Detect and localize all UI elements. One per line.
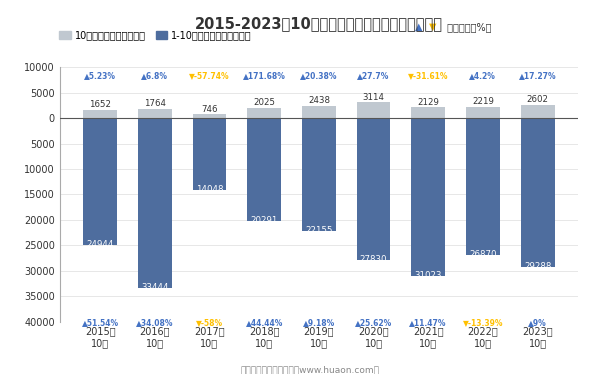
Bar bbox=[83, 110, 117, 118]
Text: 22155: 22155 bbox=[305, 226, 333, 235]
Text: ▲6.8%: ▲6.8% bbox=[141, 71, 168, 80]
Bar bbox=[466, 118, 500, 255]
Text: 2025: 2025 bbox=[253, 98, 275, 107]
Text: ▲44.44%: ▲44.44% bbox=[246, 318, 283, 327]
Text: 33444: 33444 bbox=[141, 283, 169, 292]
Text: ▼-58%: ▼-58% bbox=[196, 318, 223, 327]
Bar bbox=[83, 118, 117, 245]
Text: 2219: 2219 bbox=[472, 97, 494, 106]
Text: 2129: 2129 bbox=[417, 98, 439, 107]
Bar bbox=[356, 102, 390, 118]
Text: 27830: 27830 bbox=[360, 255, 387, 264]
Text: ▼-13.39%: ▼-13.39% bbox=[462, 318, 503, 327]
Text: 1652: 1652 bbox=[89, 100, 111, 109]
Text: 20291: 20291 bbox=[250, 216, 278, 225]
Text: 31023: 31023 bbox=[414, 271, 442, 280]
Bar bbox=[411, 118, 445, 276]
Text: ▲9.18%: ▲9.18% bbox=[303, 318, 335, 327]
Bar bbox=[356, 118, 390, 260]
Title: 2015-2023年10月大连商品交易所豆粕期货成交量: 2015-2023年10月大连商品交易所豆粕期货成交量 bbox=[195, 16, 443, 31]
Bar bbox=[247, 108, 281, 118]
Text: 24944: 24944 bbox=[86, 240, 114, 249]
Bar bbox=[302, 118, 336, 231]
Text: 26870: 26870 bbox=[469, 250, 496, 259]
Bar bbox=[193, 118, 226, 190]
Bar bbox=[521, 118, 554, 267]
Text: ▲11.47%: ▲11.47% bbox=[409, 318, 447, 327]
Bar bbox=[138, 118, 172, 288]
Text: ▲25.62%: ▲25.62% bbox=[355, 318, 392, 327]
Text: 同比增长（%）: 同比增长（%） bbox=[444, 22, 491, 32]
Text: ▲4.2%: ▲4.2% bbox=[470, 71, 496, 80]
Text: 1764: 1764 bbox=[144, 99, 166, 108]
Text: ▲34.08%: ▲34.08% bbox=[136, 318, 173, 327]
Text: ▲51.54%: ▲51.54% bbox=[82, 318, 119, 327]
Text: 制图：华经产业研究院（www.huaon.com）: 制图：华经产业研究院（www.huaon.com） bbox=[240, 365, 380, 374]
Text: ▲27.7%: ▲27.7% bbox=[358, 71, 390, 80]
Text: 14048: 14048 bbox=[195, 184, 224, 194]
Text: ▼-31.61%: ▼-31.61% bbox=[408, 71, 448, 80]
Text: ▲9%: ▲9% bbox=[528, 318, 547, 327]
Text: 2602: 2602 bbox=[527, 95, 548, 104]
Bar bbox=[521, 105, 554, 118]
Bar bbox=[302, 106, 336, 118]
Text: ▲5.23%: ▲5.23% bbox=[84, 71, 116, 80]
Text: ▲171.68%: ▲171.68% bbox=[243, 71, 285, 80]
Text: ▼: ▼ bbox=[429, 22, 437, 32]
Bar bbox=[138, 109, 172, 118]
Text: 3114: 3114 bbox=[362, 93, 384, 102]
Text: 746: 746 bbox=[201, 105, 218, 114]
Text: ▲17.27%: ▲17.27% bbox=[519, 71, 557, 80]
Text: 29288: 29288 bbox=[524, 262, 551, 271]
Text: ▲20.38%: ▲20.38% bbox=[300, 71, 337, 80]
Text: ▼-57.74%: ▼-57.74% bbox=[189, 71, 230, 80]
Text: 2438: 2438 bbox=[308, 96, 330, 105]
Bar bbox=[411, 107, 445, 118]
Text: ▲: ▲ bbox=[415, 22, 423, 32]
Bar bbox=[466, 107, 500, 118]
Bar bbox=[193, 114, 226, 118]
Legend: 10月期货成交量（万手）, 1-10月期货成交量（万手）: 10月期货成交量（万手）, 1-10月期货成交量（万手） bbox=[59, 30, 252, 40]
Bar bbox=[247, 118, 281, 221]
